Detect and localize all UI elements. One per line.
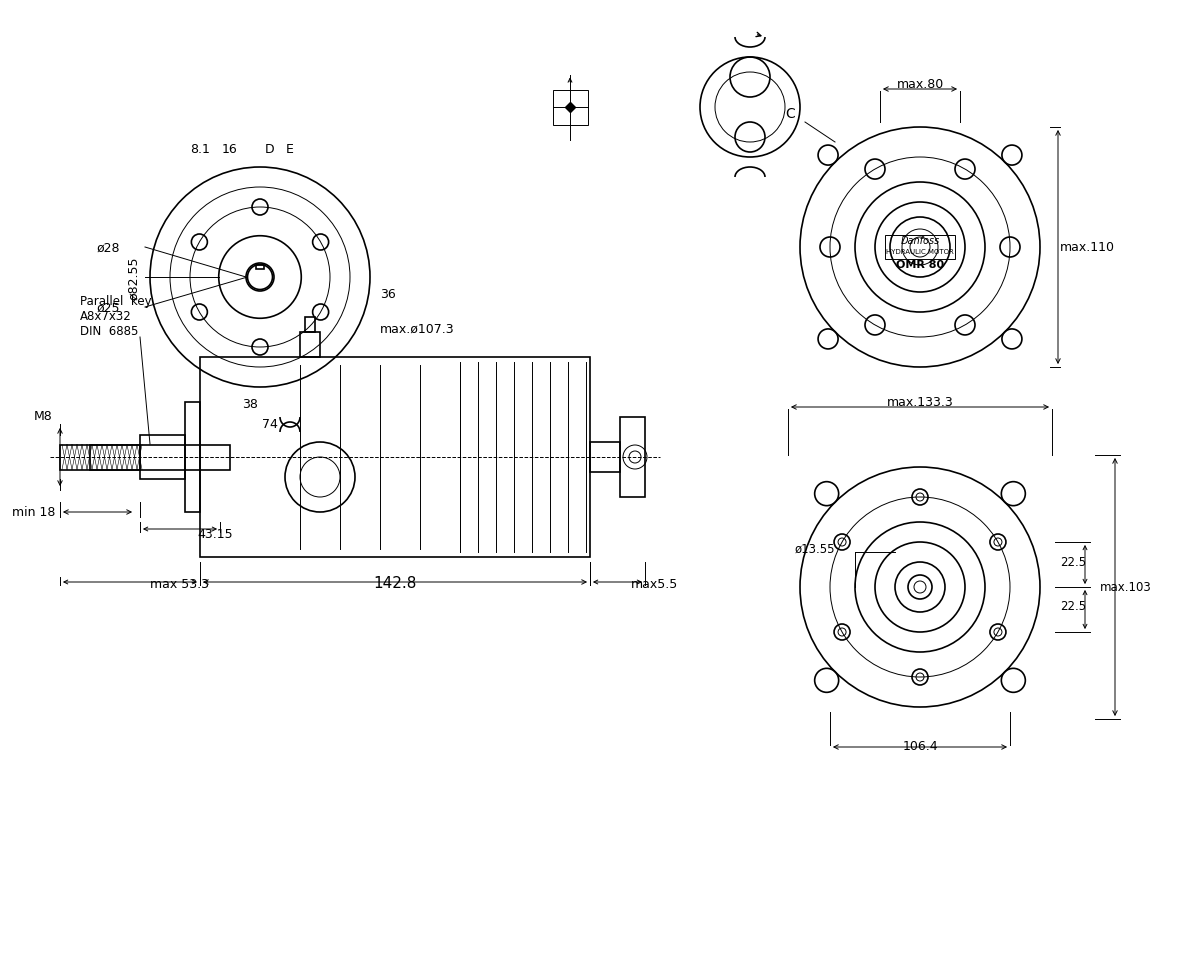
Text: max5.5: max5.5	[631, 577, 679, 590]
Text: max.103: max.103	[1100, 581, 1152, 594]
Text: max.133.3: max.133.3	[887, 396, 953, 408]
Text: 16: 16	[222, 143, 238, 156]
Bar	[200, 358, 590, 558]
Bar	[590, 443, 620, 473]
Text: Danfoss: Danfoss	[900, 235, 940, 246]
Text: ø25: ø25	[96, 301, 120, 315]
Bar	[90, 446, 230, 470]
Bar	[300, 332, 320, 358]
Text: 43.15: 43.15	[197, 528, 233, 540]
Text: max.80: max.80	[896, 78, 943, 91]
Text: HYDRAULIC MOTOR: HYDRAULIC MOTOR	[886, 249, 954, 255]
Bar	[60, 446, 140, 470]
Text: max 53.3: max 53.3	[150, 577, 210, 590]
Bar	[185, 403, 200, 513]
Bar	[886, 235, 955, 260]
Text: 142.8: 142.8	[373, 575, 416, 590]
Text: 36: 36	[380, 287, 396, 301]
Bar	[620, 417, 646, 497]
Text: ø28: ø28	[96, 241, 120, 254]
Bar	[140, 436, 185, 480]
Bar	[305, 318, 314, 332]
Text: E: E	[286, 143, 294, 156]
Text: C: C	[785, 106, 794, 121]
Text: M8: M8	[34, 409, 53, 423]
Bar	[552, 91, 588, 125]
Text: Parallel  key
A8x7x32
DIN  6885: Parallel key A8x7x32 DIN 6885	[80, 295, 151, 338]
Text: min 18: min 18	[12, 505, 55, 519]
Text: 74: 74	[262, 417, 278, 431]
Text: D: D	[265, 143, 275, 156]
Bar	[256, 265, 264, 270]
Text: ø13.55: ø13.55	[794, 542, 835, 556]
Text: 22.5: 22.5	[1060, 599, 1086, 613]
Text: 8.1: 8.1	[190, 143, 210, 156]
Text: max.ø107.3: max.ø107.3	[380, 322, 455, 336]
Text: ø82.55: ø82.55	[127, 256, 140, 299]
Text: 38: 38	[242, 398, 258, 410]
Text: max.110: max.110	[1060, 241, 1115, 254]
Text: 106.4: 106.4	[902, 740, 938, 752]
Text: OMR 80: OMR 80	[896, 260, 944, 270]
Text: 22.5: 22.5	[1060, 556, 1086, 569]
